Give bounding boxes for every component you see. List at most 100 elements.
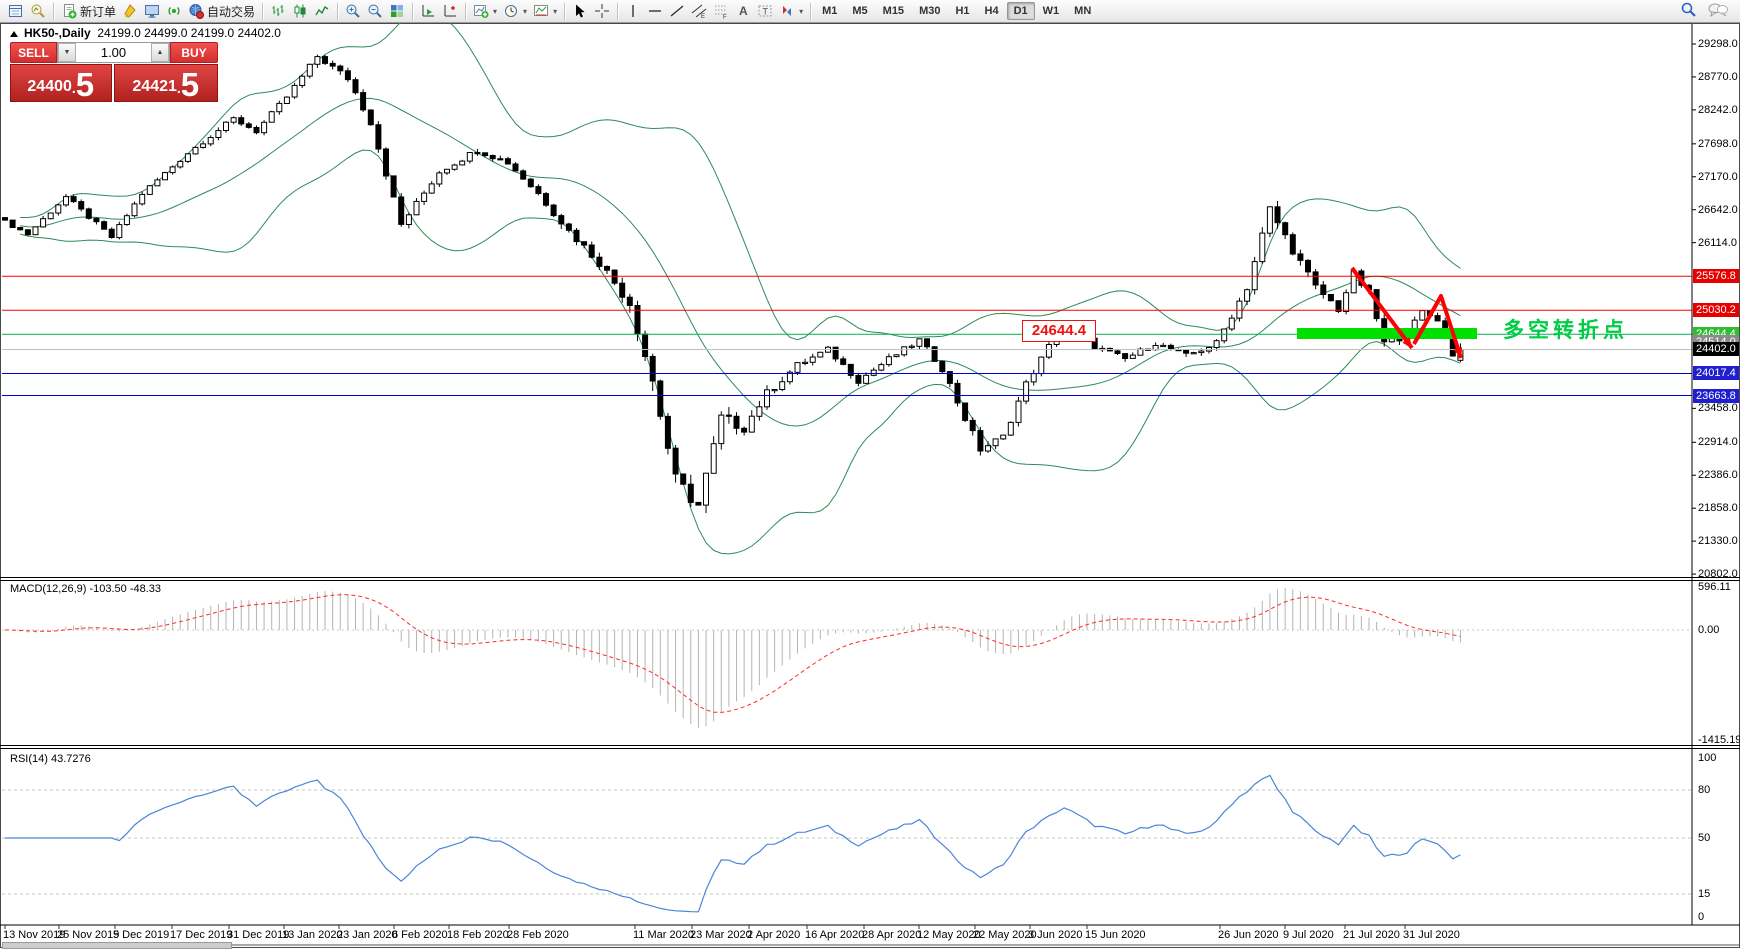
indicators-button[interactable]: ▾ bbox=[470, 1, 500, 22]
sell-price-panel[interactable]: 24400. 5 bbox=[10, 64, 112, 102]
trendline-button[interactable] bbox=[666, 1, 688, 22]
timeframe-h4[interactable]: H4 bbox=[984, 5, 999, 17]
signals-icon bbox=[166, 3, 182, 19]
buy-price-panel[interactable]: 24421. 5 bbox=[113, 64, 218, 103]
macd-pane-label: MACD(12,26,9) -103.50 -48.33 bbox=[10, 583, 162, 595]
horizontal-line-icon bbox=[647, 3, 663, 19]
bar-chart-button[interactable] bbox=[267, 1, 289, 22]
auto-scroll-button[interactable] bbox=[417, 1, 439, 22]
indicators-dropdown-caret[interactable]: ▾ bbox=[493, 6, 498, 16]
buy-button[interactable]: BUY bbox=[170, 42, 218, 63]
indicators-icon bbox=[473, 3, 489, 19]
new-order-button[interactable]: 新订单 bbox=[58, 1, 119, 22]
volume-value[interactable]: 1.00 bbox=[100, 45, 127, 60]
timeframe-m15[interactable]: M15 bbox=[882, 5, 905, 17]
autotrading-label: 自动交易 bbox=[207, 4, 256, 19]
timeframe-m1[interactable]: M1 bbox=[822, 5, 838, 17]
timeframe-d1[interactable]: D1 bbox=[1006, 2, 1035, 20]
svg-text:A: A bbox=[739, 4, 748, 18]
svg-text:F: F bbox=[723, 15, 727, 20]
arrows-dropdown-caret[interactable]: ▾ bbox=[799, 6, 804, 16]
toolbar-separator bbox=[465, 2, 467, 20]
signals-button[interactable] bbox=[163, 1, 185, 22]
new-order-icon bbox=[61, 3, 77, 19]
timeframe-m5[interactable]: M5 bbox=[852, 5, 868, 17]
chart-shift-button[interactable] bbox=[439, 1, 461, 22]
metaeditor-button[interactable] bbox=[119, 1, 141, 22]
timeframe-w1[interactable]: W1 bbox=[1042, 5, 1060, 17]
toolbar: 新订单 自动交易 ▾ ▾ ▾ E F A T ▾ M1 M5 M15 M30 H1 H4 D… bbox=[0, 0, 1740, 23]
toolbar-separator bbox=[617, 2, 619, 20]
volume-increase-button[interactable]: ▲ bbox=[151, 43, 169, 62]
vertical-line-button[interactable] bbox=[622, 1, 644, 22]
text-icon: A bbox=[735, 3, 751, 19]
toolbar-separator bbox=[412, 2, 414, 20]
trend-arrows[interactable] bbox=[1350, 266, 1463, 359]
fibonacci-icon: F bbox=[713, 3, 729, 19]
tick-chart-icon bbox=[30, 3, 46, 19]
toolbar-separator bbox=[53, 2, 54, 20]
level-lines[interactable] bbox=[2, 275, 1692, 396]
cursor-button[interactable] bbox=[569, 1, 591, 22]
support-zone[interactable] bbox=[1297, 328, 1477, 339]
autotrading-button[interactable]: 自动交易 bbox=[185, 1, 258, 22]
bar-chart-icon bbox=[270, 3, 286, 19]
chart-window bbox=[0, 23, 1740, 948]
toolbar-separator bbox=[337, 2, 339, 20]
chart-list-button[interactable] bbox=[5, 1, 27, 22]
timeframe-m30[interactable]: M30 bbox=[919, 5, 941, 17]
candles bbox=[2, 54, 1464, 514]
tile-windows-button[interactable] bbox=[386, 1, 408, 22]
zoom-out-button[interactable] bbox=[364, 1, 386, 22]
cursor-icon bbox=[572, 3, 588, 19]
macd-pane bbox=[2, 588, 1692, 728]
rsi-pane bbox=[2, 774, 1692, 913]
volume-stepper: ▼ 1.00 ▲ bbox=[57, 42, 170, 63]
vertical-line-icon bbox=[625, 3, 641, 19]
templates-icon bbox=[533, 3, 549, 19]
timeframe-mn[interactable]: MN bbox=[1074, 5, 1092, 17]
text-label-icon: T bbox=[757, 3, 773, 19]
candlestick-chart-icon bbox=[292, 3, 308, 19]
channel-icon: E bbox=[691, 3, 707, 19]
equidistant-channel-button[interactable]: E bbox=[688, 1, 710, 22]
volume-decrease-button[interactable]: ▼ bbox=[58, 43, 76, 62]
arrows-icon bbox=[779, 3, 795, 19]
text-button[interactable]: A bbox=[732, 1, 754, 22]
search-icon[interactable] bbox=[1680, 1, 1697, 21]
trendline-icon bbox=[669, 3, 685, 19]
buy-price-dot: . bbox=[176, 80, 181, 96]
text-label-button[interactable]: T bbox=[754, 1, 776, 22]
templates-dropdown-caret[interactable]: ▾ bbox=[553, 6, 558, 16]
fibonacci-button[interactable]: F bbox=[710, 1, 732, 22]
sell-button[interactable]: SELL bbox=[10, 42, 57, 63]
crosshair-icon bbox=[594, 3, 610, 19]
pane-frames bbox=[0, 24, 1740, 946]
terminal-button[interactable] bbox=[141, 1, 163, 22]
turning-point-note[interactable]: 多空转折点 bbox=[1503, 319, 1628, 342]
templates-button[interactable]: ▾ bbox=[530, 1, 560, 22]
sell-price-fraction: 5 bbox=[75, 66, 95, 103]
arrows-button[interactable]: ▾ bbox=[776, 1, 806, 22]
collapse-triangle-icon[interactable] bbox=[10, 30, 18, 37]
line-chart-button[interactable] bbox=[311, 1, 333, 22]
periods-dropdown-caret[interactable]: ▾ bbox=[523, 6, 528, 16]
one-click-trading-widget: SELL ▼ 1.00 ▲ BUY 24400. 5 24421. 5 bbox=[10, 42, 218, 102]
chat-icon[interactable] bbox=[1707, 2, 1729, 21]
timeframe-bar: M1 M5 M15 M30 H1 H4 D1 W1 MN bbox=[815, 2, 1098, 20]
candlestick-chart-button[interactable] bbox=[289, 1, 311, 22]
timeframe-h1[interactable]: H1 bbox=[955, 5, 970, 17]
bollinger-bands bbox=[20, 10, 1461, 555]
auto-scroll-icon bbox=[420, 3, 436, 19]
rsi-pane-label: RSI(14) 43.7276 bbox=[10, 753, 91, 765]
crosshair-button[interactable] bbox=[591, 1, 613, 22]
horizontal-line-button[interactable] bbox=[644, 1, 666, 22]
metaeditor-icon bbox=[122, 3, 138, 19]
periods-button[interactable]: ▾ bbox=[500, 1, 530, 22]
buy-price-fraction: 5 bbox=[180, 66, 200, 103]
tick-chart-button[interactable] bbox=[27, 1, 49, 22]
price-annotation-box[interactable]: 24644.4 bbox=[1022, 320, 1096, 342]
zoom-in-button[interactable] bbox=[342, 1, 364, 22]
clock-icon bbox=[503, 3, 519, 19]
